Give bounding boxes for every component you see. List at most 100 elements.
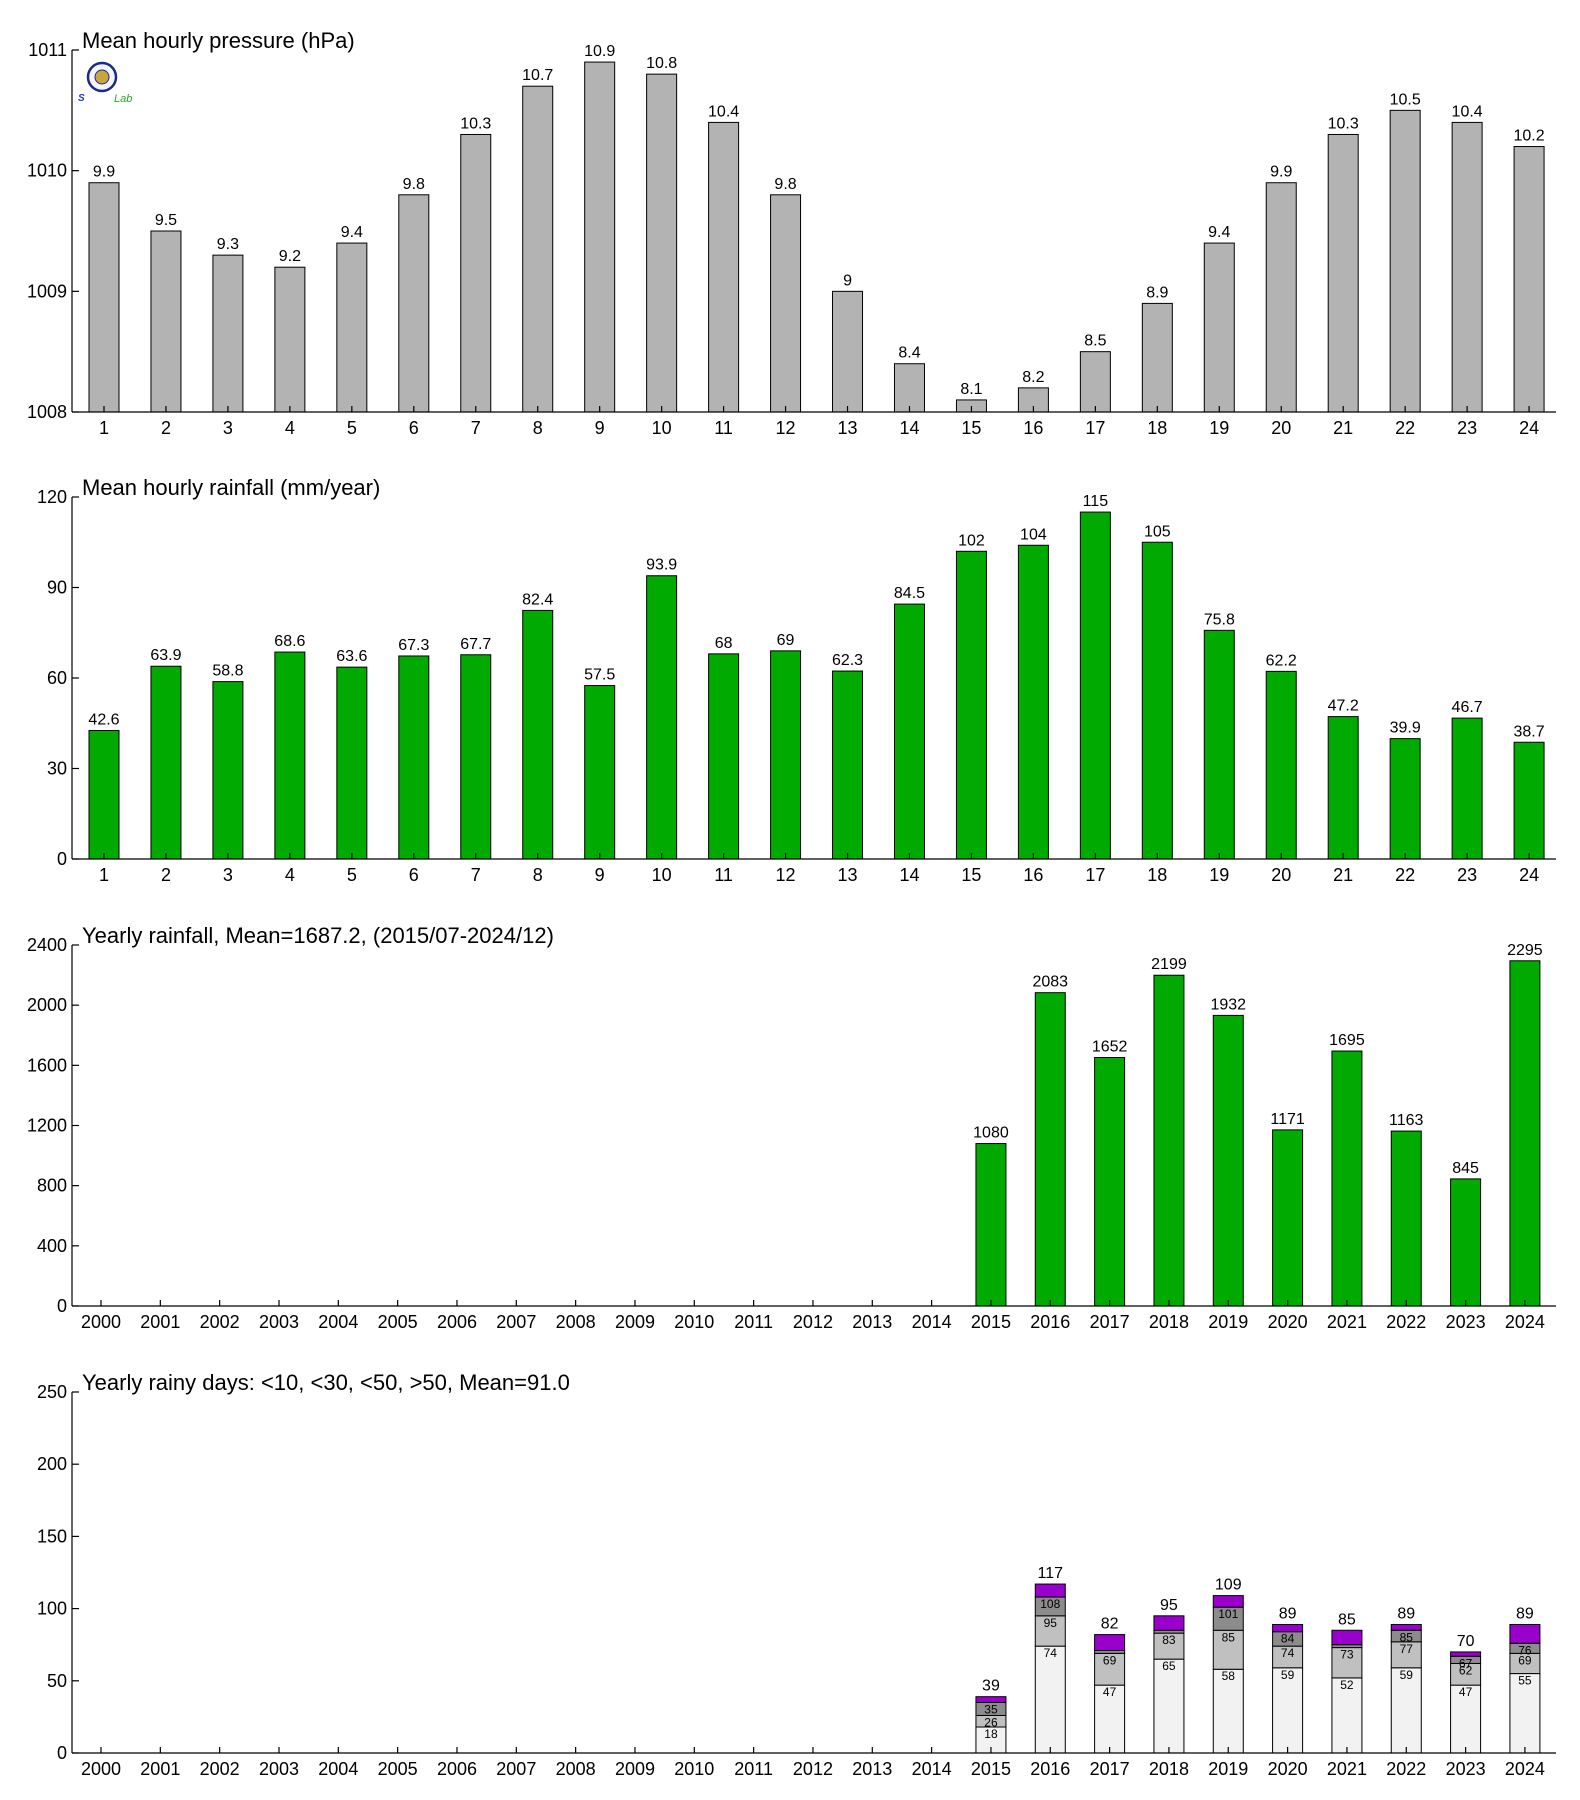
x-tick-label: 2020 xyxy=(1268,1759,1308,1779)
logo-wordmark-left: S xyxy=(78,93,85,104)
bar-value-label: 10.7 xyxy=(522,67,553,84)
x-tick-label: 10 xyxy=(652,418,672,438)
bar-value-label: 10.2 xyxy=(1514,128,1545,145)
x-tick-label: 2001 xyxy=(140,1759,180,1779)
x-tick-label: 2015 xyxy=(971,1759,1011,1779)
bar-value-label: 1695 xyxy=(1329,1032,1365,1049)
bar-value-label: 42.6 xyxy=(88,711,119,728)
bar xyxy=(1203,242,1235,413)
bar xyxy=(150,665,182,860)
bar xyxy=(584,61,616,413)
y-tick-label: 1008 xyxy=(27,402,67,422)
x-tick-label: 23 xyxy=(1457,865,1477,885)
x-tick-label: 11 xyxy=(714,865,733,885)
bar xyxy=(1141,541,1173,860)
x-tick-label: 2021 xyxy=(1327,1312,1367,1332)
bar-value-label: 105 xyxy=(1144,523,1171,540)
x-tick-label: 5 xyxy=(347,865,357,885)
segment-label: 26 xyxy=(984,1715,998,1729)
bar-value-label: 10.5 xyxy=(1390,91,1421,108)
y-tick-label: 200 xyxy=(37,1454,67,1474)
x-tick-label: 22 xyxy=(1395,865,1415,885)
bar xyxy=(832,670,864,860)
segment-label: 85 xyxy=(1400,1630,1414,1644)
y-tick-label: 150 xyxy=(37,1526,67,1546)
chart-title: Yearly rainfall, Mean=1687.2, (2015/07-2… xyxy=(82,923,554,948)
bar-total-label: 95 xyxy=(1160,1597,1178,1614)
y-tick-label: 0 xyxy=(57,1743,67,1763)
bar xyxy=(398,194,430,413)
x-tick-label: 9 xyxy=(595,865,605,885)
bar xyxy=(460,133,492,413)
bar xyxy=(646,73,678,413)
y-tick-label: 2000 xyxy=(27,995,67,1015)
stacked-bar-segment xyxy=(1390,1623,1422,1631)
bar xyxy=(88,182,120,413)
segment-label: 101 xyxy=(1218,1607,1238,1621)
x-tick-label: 2012 xyxy=(793,1312,833,1332)
x-tick-label: 8 xyxy=(533,418,543,438)
y-tick-label: 800 xyxy=(37,1176,67,1196)
bar-value-label: 9.3 xyxy=(217,236,239,253)
x-tick-label: 2019 xyxy=(1208,1759,1248,1779)
stacked-bar-segment xyxy=(1034,1645,1066,1754)
bar xyxy=(1153,974,1185,1307)
bar xyxy=(708,121,740,413)
y-tick-label: 1010 xyxy=(27,161,67,181)
bar xyxy=(1212,1014,1244,1307)
x-tick-label: 6 xyxy=(409,418,419,438)
bar-value-label: 9.9 xyxy=(93,164,115,181)
x-tick-label: 2024 xyxy=(1505,1759,1545,1779)
bar-total-label: 117 xyxy=(1038,1565,1064,1582)
x-tick-label: 2022 xyxy=(1386,1312,1426,1332)
bar-value-label: 10.3 xyxy=(1328,115,1359,132)
segment-label: 35 xyxy=(984,1702,998,1716)
x-tick-label: 19 xyxy=(1209,865,1229,885)
x-tick-label: 2023 xyxy=(1446,1312,1486,1332)
segment-label: 69 xyxy=(1103,1653,1117,1667)
stacked-bar-segment xyxy=(1390,1667,1422,1754)
bar xyxy=(1331,1050,1363,1307)
bar xyxy=(522,85,554,413)
bar xyxy=(274,651,306,860)
bar-value-label: 9.4 xyxy=(1208,224,1230,241)
bar xyxy=(1450,1178,1482,1307)
stacked-bar-segment xyxy=(1331,1629,1363,1646)
segment-label: 59 xyxy=(1281,1668,1295,1682)
x-tick-label: 15 xyxy=(961,865,981,885)
x-tick-label: 2003 xyxy=(259,1759,299,1779)
chart-title: Yearly rainy days: <10, <30, <50, >50, M… xyxy=(82,1370,570,1395)
bar xyxy=(274,266,306,413)
bar xyxy=(336,666,368,860)
bar xyxy=(460,654,492,860)
bar xyxy=(88,729,120,860)
bar xyxy=(893,603,925,860)
bar xyxy=(1203,629,1235,860)
bar xyxy=(1079,351,1111,413)
stacked-bar-segment xyxy=(1094,1684,1126,1754)
stacked-bar-segment xyxy=(1094,1652,1126,1686)
bar-value-label: 69 xyxy=(777,632,795,649)
x-tick-label: 2003 xyxy=(259,1312,299,1332)
segment-label: 85 xyxy=(1222,1630,1236,1644)
bar xyxy=(336,242,368,413)
stacked-bar-segment xyxy=(1212,1668,1244,1754)
stacked-bar-segment xyxy=(1212,1629,1244,1670)
x-tick-label: 2023 xyxy=(1446,1759,1486,1779)
bar xyxy=(975,1143,1007,1307)
x-tick-label: 2000 xyxy=(81,1759,121,1779)
x-tick-label: 21 xyxy=(1333,865,1353,885)
bar-value-label: 57.5 xyxy=(584,667,615,684)
x-tick-label: 2014 xyxy=(912,1312,952,1332)
bar-total-label: 109 xyxy=(1215,1577,1242,1594)
y-tick-label: 50 xyxy=(47,1671,67,1691)
x-tick-label: 2015 xyxy=(971,1312,1011,1332)
bar-value-label: 10.4 xyxy=(708,103,739,120)
bar-value-label: 9.4 xyxy=(341,224,363,241)
bar-value-label: 10.8 xyxy=(646,55,677,72)
x-tick-label: 2009 xyxy=(615,1312,655,1332)
segment-label: 58 xyxy=(1222,1669,1236,1683)
bar-value-label: 2083 xyxy=(1032,974,1068,991)
x-tick-label: 2006 xyxy=(437,1312,477,1332)
bar xyxy=(893,363,925,413)
